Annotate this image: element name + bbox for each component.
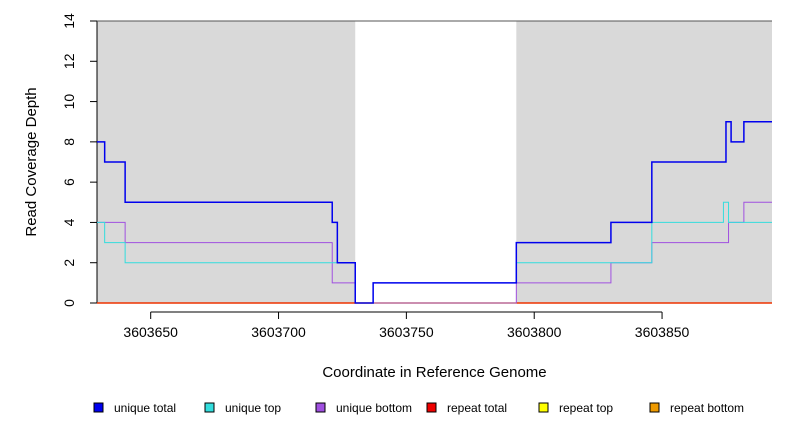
- legend-swatch: [204, 402, 215, 413]
- legend-label: unique bottom: [336, 401, 412, 415]
- legend-swatch: [649, 402, 660, 413]
- shaded-regions: [97, 21, 772, 303]
- y-tick-label: 8: [61, 138, 77, 146]
- y-tick-label: 4: [61, 218, 77, 226]
- x-tick-label: 3603650: [123, 324, 178, 340]
- x-tick-label: 3603800: [507, 324, 562, 340]
- legend-label: repeat bottom: [670, 401, 744, 415]
- legend-label: repeat top: [559, 401, 613, 415]
- shaded-region: [516, 21, 772, 303]
- y-tick-label: 10: [61, 94, 77, 110]
- y-tick-label: 0: [61, 299, 77, 307]
- legend-swatch: [426, 402, 437, 413]
- y-axis-label: Read Coverage Depth: [23, 87, 40, 236]
- shaded-region: [97, 21, 356, 303]
- y-tick-label: 2: [61, 259, 77, 267]
- x-axis-label: Coordinate in Reference Genome: [322, 364, 546, 381]
- y-axis: 0 2 4 6 8 10 12 14: [61, 13, 98, 307]
- legend-swatch: [538, 402, 549, 413]
- legend-swatch: [315, 402, 326, 413]
- x-tick-label: 3603700: [251, 324, 306, 340]
- legend-label: repeat total: [447, 401, 507, 415]
- series-line-unique-total: [97, 120, 772, 304]
- legend-swatch: [93, 402, 104, 413]
- legend: unique total unique top unique bottom repea…: [93, 401, 744, 415]
- y-tick-label: 12: [61, 53, 77, 69]
- y-tick-label: 14: [61, 13, 77, 29]
- x-tick-label: 3603850: [635, 324, 690, 340]
- legend-label: unique total: [114, 401, 176, 415]
- x-axis: 3603650 3603700 3603750 3603800 3603850: [123, 311, 690, 340]
- y-tick-label: 6: [61, 178, 77, 186]
- series-lines: [97, 120, 772, 304]
- legend-label: unique top: [225, 401, 281, 415]
- x-tick-label: 3603750: [379, 324, 434, 340]
